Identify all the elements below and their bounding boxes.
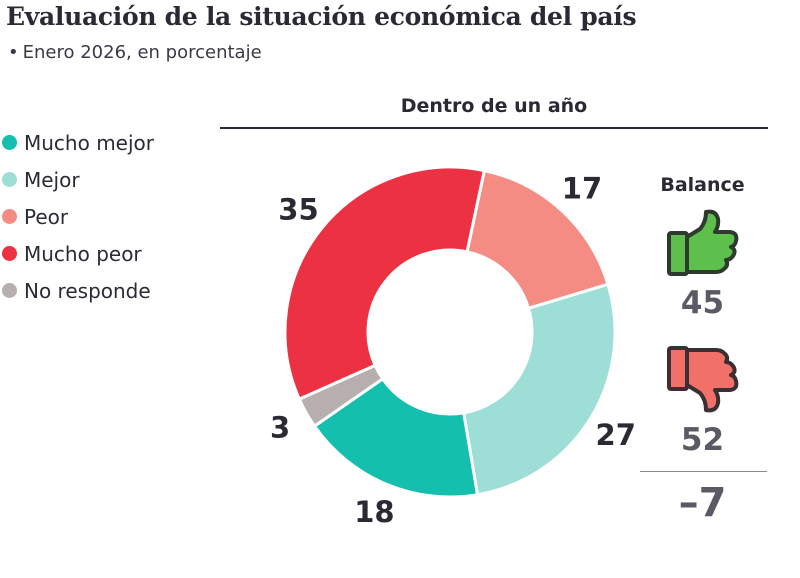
legend-label: Mucho mejor (24, 130, 154, 155)
legend-swatch (2, 283, 17, 298)
legend-item: Mucho peor (2, 235, 154, 272)
donut-slice-peor (465, 168, 610, 311)
subtitle-bullet: • (8, 42, 19, 63)
heading-divider (220, 127, 768, 129)
legend-swatch (2, 135, 17, 150)
legend-item: Mucho mejor (2, 124, 154, 161)
legend-label: No responde (24, 278, 151, 303)
legend-swatch (2, 172, 17, 187)
data-label: 27 (596, 418, 636, 452)
balance-negative-value: 52 (680, 422, 725, 458)
chart-heading: Dentro de un año (400, 95, 588, 117)
chart-subtitle: • Enero 2026, en porcentaje (8, 42, 262, 63)
balance-title: Balance (660, 174, 745, 196)
legend-label: Mucho peor (24, 241, 142, 266)
chart-title: Evaluación de la situación económica del… (6, 2, 637, 31)
donut-slice-mejor (461, 282, 617, 497)
donut-slice-mucho-mejor (312, 376, 480, 499)
data-label: 35 (278, 192, 318, 226)
donut-chart: 17 27 18 3 35 (270, 165, 636, 529)
thumbs-up-icon (667, 209, 739, 276)
balance-divider (640, 471, 767, 472)
donut-slice-mucho-peor (283, 165, 487, 402)
balance-net-value: –7 (678, 480, 727, 526)
legend-swatch (2, 209, 17, 224)
legend-item: Peor (2, 198, 154, 235)
data-label: 17 (562, 171, 602, 205)
legend: Mucho mejor Mejor Peor Mucho peor No res… (2, 124, 154, 309)
legend-swatch (2, 246, 17, 261)
data-label: 18 (354, 495, 394, 529)
subtitle-text: Enero 2026, en porcentaje (22, 42, 262, 63)
legend-label: Mejor (24, 167, 80, 192)
legend-label: Peor (24, 204, 69, 229)
thumbs-down-icon (667, 346, 739, 413)
legend-item: No responde (2, 272, 154, 309)
legend-item: Mejor (2, 161, 154, 198)
data-label: 3 (270, 411, 290, 445)
balance-positive-value: 45 (680, 285, 725, 321)
